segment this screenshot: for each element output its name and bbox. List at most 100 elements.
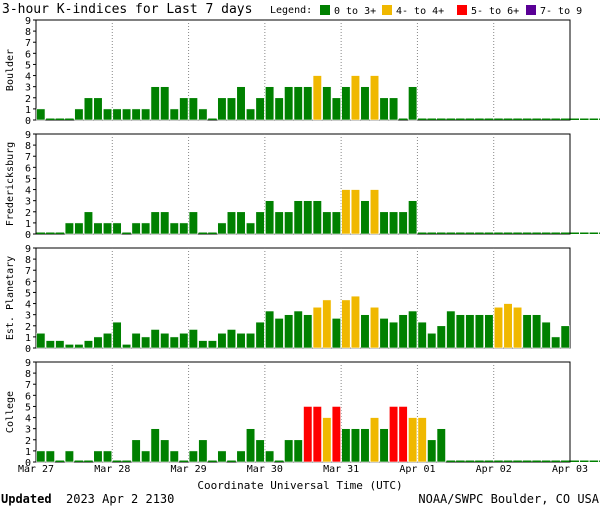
k-bar: [408, 417, 418, 463]
y-tick-label: 7: [25, 152, 31, 163]
k-bar: [551, 232, 560, 234]
k-bar: [369, 189, 380, 235]
k-bar: [541, 232, 551, 234]
k-bar: [417, 232, 427, 234]
y-tick-label: 1: [25, 333, 31, 344]
y-tick-label: 1: [25, 219, 31, 230]
k-bar: [389, 97, 399, 121]
k-bar: [217, 97, 227, 121]
legend-swatch: [526, 5, 536, 15]
y-tick-label: 4: [25, 72, 31, 83]
k-bar: [150, 86, 160, 121]
k-bar: [93, 336, 103, 349]
y-tick-label: 5: [25, 288, 31, 299]
k-bar: [46, 118, 55, 120]
k-bar: [541, 460, 551, 462]
k-bar: [560, 325, 570, 349]
k-bar: [437, 232, 446, 234]
y-tick-label: 0: [25, 230, 31, 241]
k-bar: [522, 460, 532, 462]
y-tick-label: 3: [25, 425, 31, 436]
k-bar: [36, 108, 46, 121]
k-bar: [456, 460, 465, 462]
k-bar: [284, 439, 294, 463]
k-bar: [55, 460, 65, 462]
k-bar: [255, 439, 265, 463]
k-bar: [369, 417, 380, 463]
k-bar: [122, 232, 131, 234]
k-bar: [446, 310, 456, 349]
k-bar: [465, 460, 475, 462]
y-tick-label: 3: [25, 83, 31, 94]
panel-label: Boulder: [5, 49, 16, 91]
k-bar: [522, 314, 532, 349]
k-bar: [179, 332, 189, 349]
y-tick-label: 7: [25, 266, 31, 277]
y-tick-label: 5: [25, 60, 31, 71]
y-tick-label: 9: [25, 358, 31, 369]
k-bar: [532, 460, 541, 462]
k-bar: [446, 460, 456, 462]
k-bar: [245, 108, 256, 121]
k-bar: [341, 189, 351, 235]
panel-frame: [35, 133, 571, 235]
y-tick-label: 8: [25, 369, 31, 380]
k-bar: [379, 318, 389, 349]
k-bar: [503, 303, 513, 349]
k-bar: [560, 118, 570, 120]
legend-entry: 4- to 4+: [396, 6, 444, 17]
legend-entry: 7- to 9: [540, 6, 582, 17]
k-bar: [112, 321, 122, 349]
k-bar: [350, 295, 361, 349]
k-bar: [427, 439, 437, 463]
k-bar: [64, 222, 74, 235]
k-bar: [112, 108, 122, 121]
k-bar: [360, 428, 370, 463]
k-bar: [274, 211, 284, 235]
panels: 0123456789Boulder0123456789Fredericksbur…: [5, 16, 600, 469]
k-bar: [303, 86, 313, 121]
k-bar: [560, 232, 570, 234]
k-bar: [74, 460, 84, 462]
x-tick-label: Mar 29: [171, 464, 207, 475]
k-bar: [93, 222, 103, 235]
k-bar: [36, 450, 46, 463]
k-bar: [102, 450, 113, 463]
k-bar: [560, 460, 570, 462]
k-bar: [360, 314, 370, 349]
k-bar: [551, 118, 560, 120]
k-bar: [360, 200, 370, 235]
k-bar: [102, 222, 113, 235]
y-tick-label: 2: [25, 208, 31, 219]
k-bar: [179, 222, 189, 235]
legend: 0 to 3+ 4- to 4+ 5- to 6+ 7- to 9: [320, 5, 582, 17]
k-bar: [102, 332, 113, 349]
k-bar: [236, 86, 246, 121]
k-bar: [188, 450, 198, 463]
k-bar: [475, 118, 484, 120]
k-bar: [522, 232, 532, 234]
k-bar: [379, 428, 389, 463]
k-bar: [265, 310, 275, 349]
k-bar: [532, 118, 541, 120]
k-bar: [331, 211, 341, 235]
k-bar: [265, 200, 275, 235]
k-bar: [513, 460, 522, 462]
k-bar: [208, 118, 217, 120]
k-bar: [74, 222, 84, 235]
k-bar: [541, 118, 551, 120]
k-bar: [208, 460, 217, 462]
k-bar: [551, 336, 561, 349]
k-bar: [475, 460, 484, 462]
k-bar: [160, 86, 170, 121]
k-bar: [188, 329, 198, 349]
k-bar: [417, 321, 427, 349]
k-bar: [122, 460, 131, 462]
k-bar: [179, 97, 189, 121]
k-bar: [408, 310, 418, 349]
y-tick-label: 9: [25, 16, 31, 27]
k-bar: [131, 332, 141, 349]
k-bar: [427, 232, 436, 234]
